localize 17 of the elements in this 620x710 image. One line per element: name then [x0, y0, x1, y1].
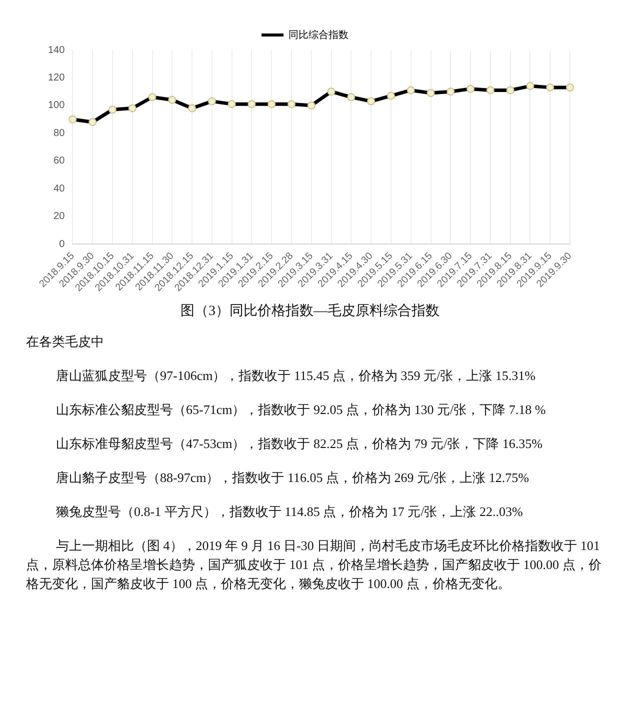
- legend-label: 同比综合指数: [288, 28, 348, 41]
- y-tick-label: 100: [48, 100, 66, 112]
- text: 在各类毛皮中: [26, 333, 105, 351]
- y-tick-label: 40: [54, 183, 66, 194]
- text: 獭兔皮型号（0.8-1 平方尺），指数收于 114.85 点，价格为 17 元/张，上涨 22..03%: [55, 503, 524, 521]
- text: 山东标准母貂皮型号（47-53cm），指数收于 82.25 点，价格为 79 元/张，下降 16.35%: [55, 435, 544, 453]
- text: 唐山貉子皮型号（88-97cm），指数收于 116.05 点，价格为 269 元/张，上涨 12.75%: [55, 469, 530, 487]
- y-tick-label: 120: [48, 72, 66, 84]
- text: 与上一期相比（图 4），2019 年 9 月 16 日-30 日期间，尚村毛皮市场毛皮环比价格指数收于 101 点，原料总体价格呈增长趋势，国产狐皮收于 101 点，价格呈增长趋势，国产貂皮收于 100.00 点，价格无变化，国产貉皮收于 100 点，价格无变化，獭兔皮收于 100.00 点，价格无变化。: [26, 537, 602, 593]
- y-tick-label: 140: [48, 44, 66, 56]
- y-tick-label: 80: [54, 128, 66, 139]
- y-tick-label: 20: [54, 211, 66, 222]
- text: 图（3）同比价格指数—毛皮原料综合指数: [180, 302, 440, 320]
- text: 山东标准公貂皮型号（65-71cm），指数收于 92.05 点，价格为 130 元/张，下降 7.18 %: [55, 401, 547, 419]
- text: 唐山蓝狐皮型号（97-106cm），指数收于 115.45 点，价格为 359 元/张，上涨 15.31%: [55, 367, 536, 385]
- y-tick-label: 60: [54, 156, 66, 167]
- y-tick-label: 0: [59, 238, 66, 250]
